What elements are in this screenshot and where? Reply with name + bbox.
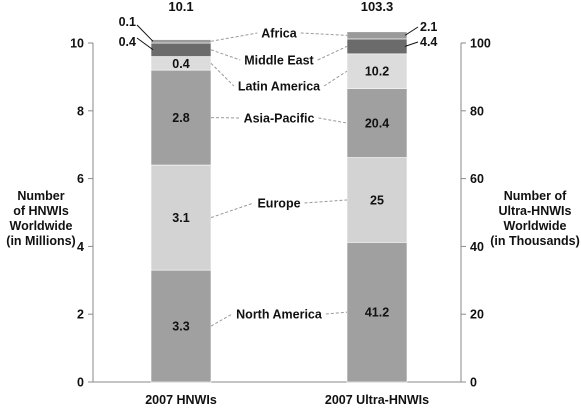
right-axis-tick-label: 80 (470, 104, 484, 118)
left-axis-title-line: Number (17, 189, 65, 203)
region-leader-line (210, 62, 235, 87)
left-axis-tick-label: 0 (77, 376, 84, 390)
bar-segment-europe (346, 157, 408, 243)
region-leader-line (210, 49, 241, 61)
bar-segment-africa (150, 39, 212, 44)
axes (88, 42, 466, 383)
right-axis-title-line: (in Thousands) (490, 234, 580, 248)
left-axis-tick-label: 8 (77, 104, 84, 118)
right-axis-tick-label: 100 (470, 37, 491, 51)
region-leader-line (210, 32, 258, 42)
bar-value-label: 3.3 (172, 320, 189, 334)
leader-lines (136, 24, 419, 327)
region-leader-line (325, 311, 348, 315)
bar-total-label: 103.3 (361, 0, 394, 14)
region-label: Europe (257, 197, 300, 211)
bar-value-label: 0.1 (119, 15, 136, 29)
left-axis-tick-label: 10 (70, 37, 84, 51)
region-label: Asia-Pacific (244, 112, 315, 126)
value-leader-line (404, 26, 419, 36)
bar-segment-asia-pacific (150, 69, 212, 166)
category-label: 2007 Ultra-HNWIs (325, 393, 429, 407)
right-axis-title: Number of Ultra-HNWIs Worldwide (in Thou… (490, 189, 580, 249)
bar-value-label: 3.1 (172, 211, 189, 225)
region-leader-line (318, 117, 348, 124)
right-axis-title-line: Ultra-HNWIs (498, 204, 572, 218)
left-axis-title-line: Worldwide (9, 219, 73, 233)
region-leader-line (300, 32, 348, 36)
right-axis-title-line: Number of (503, 189, 567, 203)
bar-value-label: 41.2 (365, 306, 389, 320)
bar-value-label: 20.4 (365, 117, 389, 131)
value-leader-line (136, 24, 154, 42)
bar-segment-latin-america (346, 53, 408, 89)
right-axis-title-line: Worldwide (503, 219, 567, 233)
region-label: Latin America (238, 80, 321, 94)
bar-value-label: 10.2 (365, 65, 389, 79)
right-axis-tick-label: 0 (470, 376, 477, 390)
region-leader-line (317, 45, 348, 61)
bar-value-label: 0.4 (172, 57, 189, 71)
bar-value-label: 4.4 (420, 35, 437, 49)
bar-value-label: 2.1 (420, 20, 437, 34)
region-label: Middle East (244, 54, 314, 68)
left-axis-tick-label: 2 (77, 308, 84, 322)
bar-value-label: 25 (370, 193, 384, 207)
left-axis-tick-label: 6 (77, 172, 84, 186)
left-axis-tick-label: 4 (77, 240, 84, 254)
bar-segment-asia-pacific (346, 88, 408, 158)
right-axis-tick-label: 20 (470, 308, 484, 322)
right-axis-tick-label: 60 (470, 172, 484, 186)
right-axis-tick-label: 40 (470, 240, 484, 254)
bar-value-label: 2.8 (172, 111, 189, 125)
bar-segment-middle-east (150, 42, 212, 57)
bar-value-label: 0.4 (119, 35, 136, 49)
region-label: North America (236, 308, 323, 322)
region-leader-line (304, 199, 348, 204)
left-axis-title-line: of HNWIs (13, 204, 69, 218)
value-leader-line (136, 37, 154, 51)
bar-segment-africa (346, 31, 408, 40)
value-leader-line (404, 41, 419, 47)
region-leader-line (210, 313, 233, 327)
region-label: Africa (261, 27, 297, 41)
bar-total-label: 10.1 (168, 0, 193, 14)
left-axis-title: Number of HNWIs Worldwide (in Millions) (2, 189, 80, 249)
region-leader-line (323, 70, 348, 87)
region-leader-line (210, 202, 254, 219)
category-label: 2007 HNWIs (145, 393, 217, 407)
bar-segment-middle-east (346, 38, 408, 55)
left-axis-title-line: (in Millions) (6, 234, 76, 248)
bar-segment-north-america (150, 269, 212, 383)
